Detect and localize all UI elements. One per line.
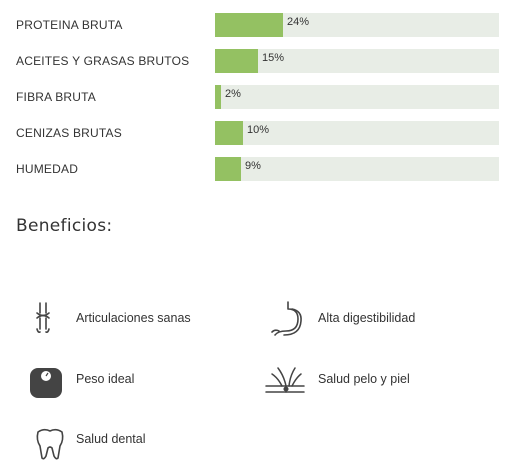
nutrition-label: CENIZAS BRUTAS — [16, 126, 122, 140]
scale-icon — [26, 362, 66, 402]
nutrition-bar-track: 24% — [215, 13, 499, 37]
nutrition-value: 2% — [225, 88, 241, 100]
nutrition-bar-fill — [215, 49, 258, 73]
stomach-icon — [268, 299, 308, 339]
benefit-label: Salud pelo y piel — [318, 372, 410, 386]
benefit-label: Alta digestibilidad — [318, 311, 416, 325]
joint-icon — [30, 299, 70, 339]
tooth-icon — [30, 424, 70, 464]
nutrition-bar-track: 2% — [215, 85, 499, 109]
nutrition-row-protein: PROTEINA BRUTA 24% — [0, 13, 512, 37]
nutrition-label: FIBRA BRUTA — [16, 90, 96, 104]
benefit-label: Peso ideal — [76, 372, 135, 386]
nutrition-bar-fill — [215, 13, 283, 37]
nutrition-bar-fill — [215, 85, 221, 109]
nutrition-label: PROTEINA BRUTA — [16, 18, 123, 32]
nutrition-bar-track: 9% — [215, 157, 499, 181]
nutrition-value: 24% — [287, 16, 310, 28]
nutrition-label: ACEITES Y GRASAS BRUTOS — [16, 54, 190, 68]
nutrition-row-ash: CENIZAS BRUTAS 10% — [0, 121, 512, 145]
nutrition-bar-track: 15% — [215, 49, 499, 73]
benefit-label: Articulaciones sanas — [76, 311, 191, 325]
benefit-digestion: Alta digestibilidad — [268, 299, 468, 339]
benefit-label: Salud dental — [76, 432, 146, 446]
nutrition-value: 15% — [262, 52, 285, 64]
nutrition-bar-fill — [215, 157, 241, 181]
nutrition-row-moisture: HUMEDAD 9% — [0, 157, 512, 181]
benefits-title: Beneficios: — [16, 216, 113, 236]
nutrition-label: HUMEDAD — [16, 162, 79, 176]
nutrition-bar-track: 10% — [215, 121, 499, 145]
hair-skin-icon — [264, 362, 305, 402]
nutrition-bar-fill — [215, 121, 243, 145]
benefit-hair-skin: Salud pelo y piel — [264, 362, 464, 402]
nutrition-row-fat: ACEITES Y GRASAS BRUTOS 15% — [0, 49, 512, 73]
nutrition-row-fiber: FIBRA BRUTA 2% — [0, 85, 512, 109]
benefit-joints: Articulaciones sanas — [30, 299, 230, 339]
nutrition-value: 9% — [245, 160, 261, 172]
nutrition-value: 10% — [247, 124, 270, 136]
benefit-dental: Salud dental — [30, 424, 230, 464]
benefit-weight: Peso ideal — [26, 362, 226, 402]
